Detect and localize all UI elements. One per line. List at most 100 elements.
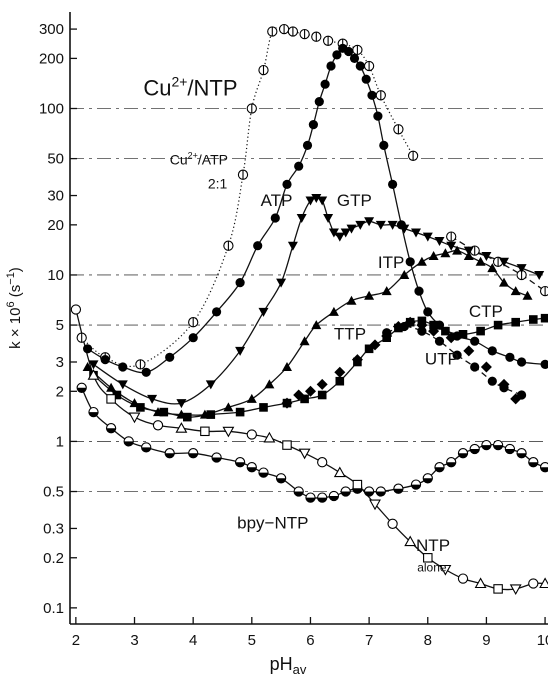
itp-point (246, 393, 257, 403)
ctp-point (458, 330, 468, 339)
ctp-point (206, 410, 216, 419)
ntp-alone-point (352, 479, 363, 490)
gtp-point (305, 196, 316, 206)
ctp-point (335, 376, 345, 386)
itp-point (82, 362, 93, 371)
annotation-bpy: bpy−NTP (237, 513, 308, 532)
itp-point (311, 320, 322, 330)
atp-point (253, 241, 263, 251)
cu-atp-2to1-point (311, 31, 322, 42)
ntp-alone-point (175, 422, 188, 433)
bpy-ntp-point (393, 483, 404, 494)
bpy-ntp-point (492, 439, 504, 451)
bpy-ntp-curve (81, 387, 546, 499)
utp-point (517, 390, 527, 400)
gtp-point (340, 228, 351, 238)
bpy-ntp-point (234, 457, 246, 468)
ntp-alone-point (369, 499, 381, 511)
ctp-point (183, 412, 192, 422)
cu-atp-2to1-point (375, 90, 386, 101)
y-axis-label: k × 106 (s−1) (5, 267, 24, 349)
ctp-point (529, 315, 538, 324)
atp-point (188, 333, 198, 343)
bpy-ntp-point (410, 479, 422, 490)
ctp-point (159, 407, 169, 417)
ntp-alone-point (298, 448, 311, 460)
atp-point (355, 61, 365, 71)
bpy-ntp-point (457, 448, 469, 459)
bpy-ntp-point (258, 467, 269, 478)
itp-point (522, 290, 533, 300)
annotation-ntp: NTP (416, 536, 450, 555)
cu-atp-2to1-point (267, 26, 278, 37)
bpy-ntp-point (516, 448, 527, 459)
utp-point (417, 326, 427, 336)
axes (69, 12, 548, 625)
itp-point (510, 286, 521, 296)
y-tick-label: 20 (47, 217, 64, 234)
atp-point (308, 120, 318, 130)
x-tick-label: 5 (248, 632, 256, 649)
y-tick-label: 2 (56, 383, 64, 400)
ctp-point (540, 313, 548, 323)
atp-point (212, 307, 222, 317)
y-tick-label: 0.1 (43, 600, 64, 617)
itp-point (223, 402, 234, 412)
gtp-point (346, 224, 357, 234)
atp-point (540, 359, 548, 369)
ttp-point (463, 345, 475, 357)
ntp-alone-point (333, 466, 346, 478)
atp-point (414, 286, 424, 296)
ntp-alone-point (128, 412, 141, 424)
bpy-ntp-point (375, 486, 386, 497)
gtp-point (481, 252, 492, 261)
ctp-point (112, 390, 122, 400)
bpy-ntp-point (528, 457, 539, 468)
atp-point (388, 179, 398, 189)
ctp-point (300, 394, 309, 404)
ntp-alone-point (282, 440, 292, 450)
gtp-point (446, 241, 457, 251)
gtp-point (399, 224, 410, 234)
x-tick-label: 7 (365, 632, 373, 649)
gtp-point (434, 237, 445, 246)
itp-point (282, 362, 292, 371)
cu-atp-2to1-point (287, 26, 299, 37)
ctp-point (136, 403, 145, 412)
ntp-alone-point (404, 535, 417, 547)
tick-labels: 0.1 0.2 0.3 0.5 1 2 3 5 10 20 30 50 100 200 300 2 3 4 5 6 7 8… (39, 21, 548, 649)
atp-point (379, 140, 389, 150)
gtp-point (516, 264, 527, 274)
atp-point (270, 213, 280, 223)
itp-point (463, 251, 474, 260)
x-tick-label: 4 (189, 632, 197, 649)
atp-point (349, 53, 360, 63)
gtp-point (534, 271, 545, 280)
ttp-point (316, 378, 328, 390)
ntp-alone-point (263, 431, 276, 443)
atp-point (326, 61, 336, 71)
y-tick-label: 1 (56, 433, 64, 450)
cu-atp-2to1-point (135, 359, 146, 370)
annotation-itp: ITP (378, 253, 404, 272)
ttp-point (281, 397, 293, 409)
y-tick-label: 50 (47, 151, 64, 168)
cu-atp-2to1-point (237, 169, 249, 180)
ttp-point (293, 389, 305, 401)
x-tick-label: 10 (537, 632, 548, 649)
ctp-point (476, 326, 485, 336)
bpy-ntp-point (123, 436, 134, 447)
gtp-point (328, 228, 339, 238)
atp-point (118, 362, 128, 372)
ttp-point (369, 339, 381, 351)
itp-point (346, 295, 357, 305)
ntp-alone-point (528, 578, 539, 589)
bpy-ntp-point (340, 486, 351, 497)
grid-lines (70, 108, 548, 492)
x-axis-label: pHav (270, 654, 307, 674)
ttp-point (428, 325, 440, 337)
gtp-point (317, 196, 328, 206)
ntp-alone-point (387, 518, 398, 529)
atp-point (83, 344, 93, 354)
